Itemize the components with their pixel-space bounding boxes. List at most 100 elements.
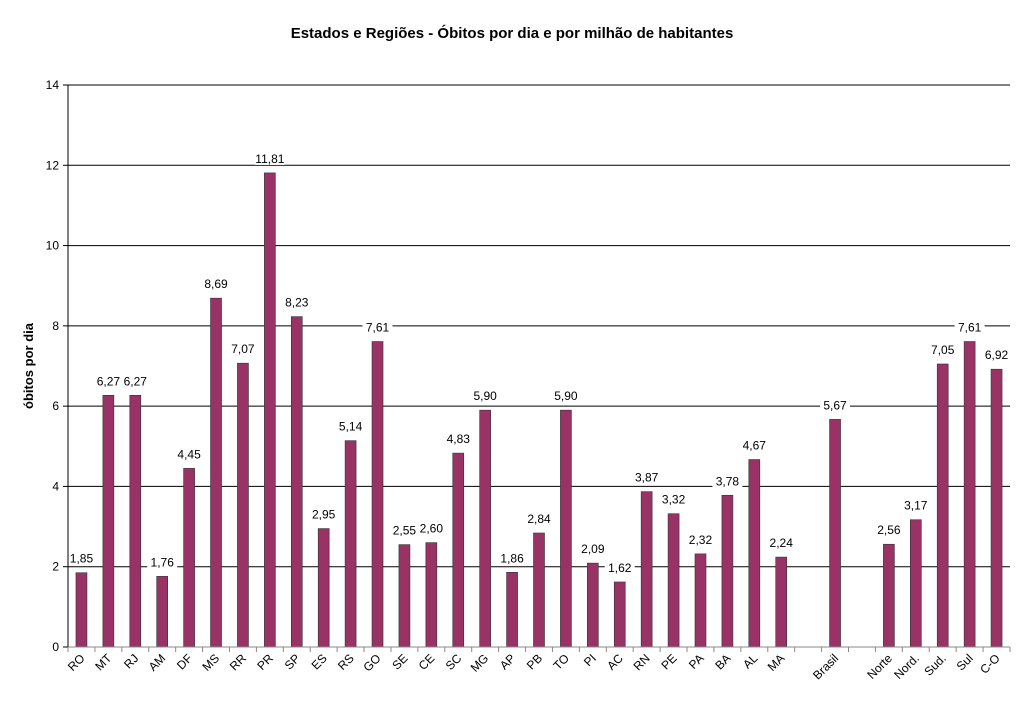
data-label: 5,14 [339,420,363,434]
bar [479,409,491,648]
x-tick-label: Sud. [921,651,948,678]
x-tick-label: ES [309,651,330,672]
data-label: 11,81 [255,152,284,166]
data-label-bg [631,469,662,484]
data-label: 2,60 [420,522,444,536]
bar [75,572,88,648]
y-tick-label: 6 [52,399,59,413]
bar [667,513,680,648]
data-label: 7,05 [931,343,955,357]
data-label-bg [66,550,97,565]
data-label: 4,67 [743,439,767,453]
x-tick-label: MG [468,651,492,675]
y-tick-label: 0 [52,640,59,654]
data-label: 4,83 [447,432,471,446]
data-label-bg [497,550,528,565]
x-tick-label: MA [765,651,788,674]
bar [990,368,1003,648]
x-tick-label: PR [254,651,276,673]
x-tick-label: PI [581,651,599,669]
data-label-bg [766,535,797,550]
y-tick-label: 14 [46,78,60,92]
x-tick-label: CE [416,651,438,673]
data-label: 6,27 [124,374,148,388]
x-tick-label: MT [92,651,115,674]
data-label-bg [308,506,339,521]
data-label: 2,84 [527,512,551,526]
data-label: 5,90 [473,389,497,403]
x-tick-label: C-O [977,651,1002,676]
x-tick-label: SC [443,651,465,673]
data-label: 3,32 [662,493,686,507]
data-label-bg [712,473,743,488]
data-label: 6,92 [985,348,1009,362]
bar [587,562,599,648]
x-tick-label: TO [551,651,573,673]
data-label: 3,78 [716,474,740,488]
data-label-bg [981,347,1012,362]
data-label-bg [201,276,232,291]
data-label-bg [93,373,124,388]
x-tick-label: GO [361,651,384,674]
data-label: 6,27 [97,374,121,388]
data-label-bg [147,554,178,569]
x-tick-label: AM [146,651,169,674]
bar [237,362,249,648]
data-label-bg [577,541,608,556]
bar [371,341,384,648]
bar [317,528,330,648]
bar [452,452,465,648]
x-tick-label: Brasil [810,651,841,682]
x-tick-label: RN [631,651,653,673]
x-tick-label: PE [658,651,679,672]
bar [936,363,949,648]
bar [156,576,168,648]
data-label-bg [470,388,501,403]
data-label: 2,56 [877,523,901,537]
x-tick-label: AC [604,651,626,673]
x-tick-label: AP [497,651,518,672]
data-label-bg [120,373,151,388]
data-label-bg [873,522,904,537]
data-label-bg [739,437,770,452]
data-label: 7,61 [958,321,982,335]
data-label: 2,24 [770,536,794,550]
y-axis-label: óbitos por dia [21,322,36,409]
data-label: 2,55 [393,524,417,538]
data-label: 2,09 [581,542,605,556]
bar [560,409,572,648]
x-tick-label: PA [686,651,707,672]
data-label: 3,17 [904,499,928,513]
bar [425,542,438,648]
data-label: 1,76 [151,555,175,569]
x-tick-label: RJ [121,651,141,671]
data-label-bg [954,319,985,334]
data-label-bg [685,531,716,546]
x-tick-label: Norte [864,651,895,682]
bar [183,468,195,648]
bar [694,553,707,648]
x-tick-label: MS [200,651,223,674]
bar [533,532,545,648]
data-label-bg [443,431,474,446]
bar [829,419,841,648]
data-label: 1,62 [608,561,632,575]
y-tick-label: 4 [52,479,59,493]
data-label-bg [174,446,205,461]
data-label: 7,07 [231,342,255,356]
bar [264,172,276,648]
bar [963,341,976,648]
data-label-bg [389,522,420,537]
x-tick-label: RO [65,651,88,674]
data-label-bg [604,559,635,574]
x-tick-label: SP [282,651,303,672]
x-tick-label: Nord. [891,651,922,682]
x-tick-label: DF [174,651,195,672]
data-label: 8,23 [285,296,309,310]
data-label-bg [927,341,958,356]
data-label: 5,90 [554,389,578,403]
x-tick-label: PB [524,651,545,672]
bar [506,572,518,648]
x-tick-label: RR [227,651,249,673]
x-tick-label: Sul [954,651,976,673]
